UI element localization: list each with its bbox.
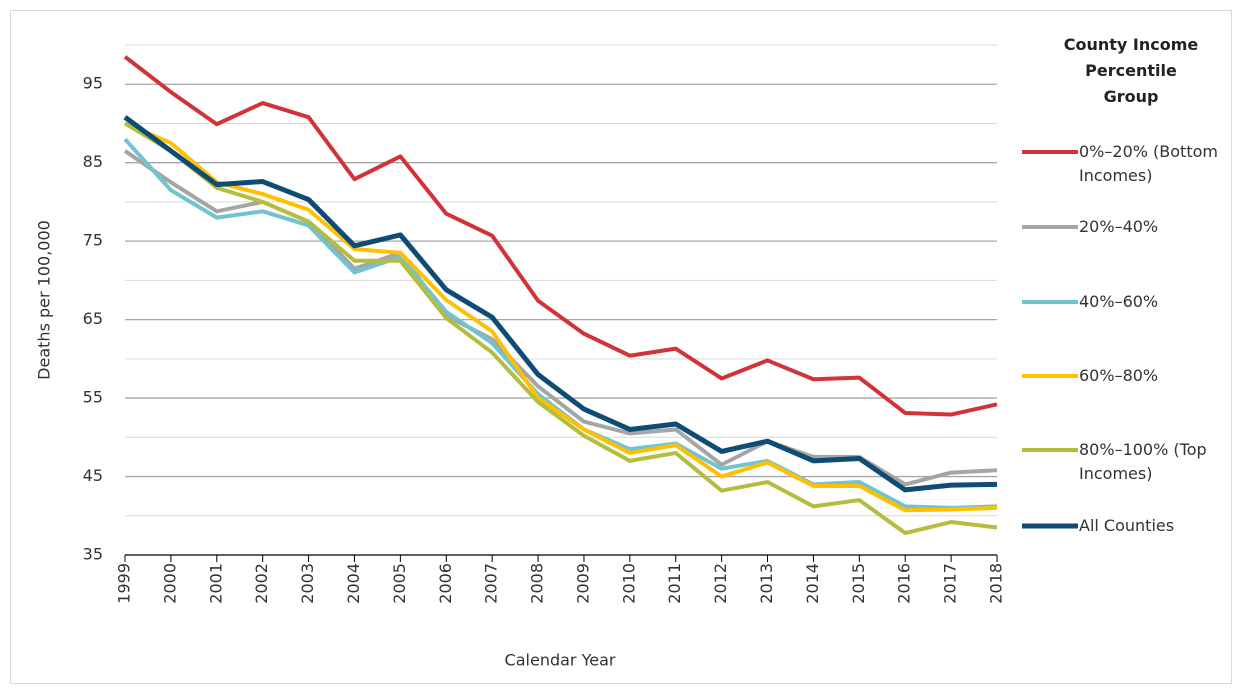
y-tick-label: 65 xyxy=(83,309,103,328)
frame xyxy=(10,10,1232,684)
series-line xyxy=(123,121,998,536)
x-tick-label: 2007 xyxy=(482,563,501,604)
x-tick-label: 2012 xyxy=(711,563,730,604)
x-tick-label: 2002 xyxy=(252,563,271,604)
x-tick-label: 2013 xyxy=(757,563,776,604)
legend-label: 80%–100% (Top Incomes) xyxy=(1079,440,1207,483)
y-tick-label: 55 xyxy=(83,388,103,407)
legend-label: All Counties xyxy=(1079,516,1175,535)
x-tick-label: 2006 xyxy=(436,563,455,604)
legend-label: 60%–80% xyxy=(1079,366,1159,385)
y-tick-label: 75 xyxy=(83,231,103,250)
x-tick-label: 2011 xyxy=(665,563,684,604)
y-tick-label: 35 xyxy=(83,545,103,564)
x-tick-label: 2004 xyxy=(344,563,363,604)
x-tick-label: 2003 xyxy=(298,563,317,604)
x-tick-label: 2010 xyxy=(619,563,638,604)
x-tick-label: 2008 xyxy=(528,563,547,604)
x-tick-label: 2015 xyxy=(849,563,868,604)
x-tick-label: 2009 xyxy=(573,563,592,604)
y-axis-label: Deaths per 100,000 xyxy=(35,220,54,380)
series-line xyxy=(123,55,998,417)
x-tick-label: 1999 xyxy=(115,563,134,604)
x-tick-label: 2005 xyxy=(390,563,409,604)
legend-label: 40%–60% xyxy=(1079,292,1159,311)
x-tick-label: 2018 xyxy=(987,563,1006,604)
series-line xyxy=(124,121,998,513)
y-tick-label: 45 xyxy=(83,466,103,485)
x-tick-label: 2016 xyxy=(895,563,914,604)
x-tick-label: 2001 xyxy=(206,563,225,604)
series-line xyxy=(123,137,998,510)
x-axis-label: Calendar Year xyxy=(505,651,616,670)
legend-label: 20%–40% xyxy=(1079,217,1159,236)
y-tick-label: 85 xyxy=(83,152,103,171)
x-tick-label: 2014 xyxy=(803,563,822,604)
x-tick-label: 2017 xyxy=(941,563,960,604)
legend-title: County Income Percentile Group xyxy=(1063,35,1199,106)
series-line xyxy=(123,115,998,493)
x-tick-label: 2000 xyxy=(160,563,179,604)
y-tick-label: 95 xyxy=(83,74,103,93)
legend-label: 0%–20% (Bottom Incomes) xyxy=(1079,142,1218,185)
